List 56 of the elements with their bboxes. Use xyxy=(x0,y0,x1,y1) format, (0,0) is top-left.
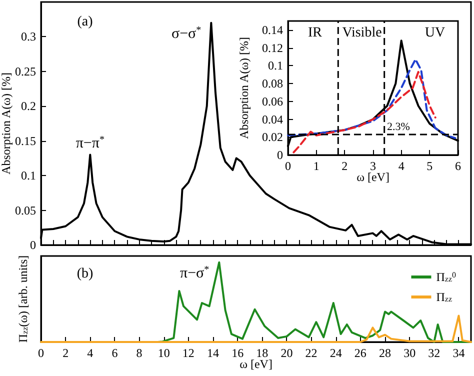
x-axis-title: ω [eV] xyxy=(356,170,390,184)
x-tick-label: 1 xyxy=(313,159,320,173)
legend-label: Πzz0 xyxy=(436,270,456,284)
x-tick-label: 30 xyxy=(404,346,416,360)
annotation: π−π$^{*}$ xyxy=(76,134,104,152)
x-tick-label: 2 xyxy=(62,346,69,360)
y-tick-label: 0 xyxy=(277,148,283,162)
y-tick-label: 0.12 xyxy=(262,40,283,55)
line-series xyxy=(292,70,436,154)
x-tick-label: 22 xyxy=(305,346,318,360)
x-tick-label: 2 xyxy=(342,159,348,173)
annotation: (a) xyxy=(77,14,94,30)
x-tick-label: 14 xyxy=(207,346,219,360)
x-tick-label: 3 xyxy=(370,159,376,173)
y-tick-label: 0.1 xyxy=(21,168,36,183)
annotation: UV xyxy=(424,26,446,40)
line-series xyxy=(287,58,456,140)
x-tick-label: 24 xyxy=(330,346,342,360)
y-tick-label: 0.06 xyxy=(262,94,283,108)
x-tick-label: 20 xyxy=(280,346,293,360)
y-tick-label: 0.14 xyxy=(262,22,283,37)
annotation: σ−σ$^{*}$ xyxy=(172,24,202,42)
y-tick-label: 0.2 xyxy=(21,99,36,114)
x-tick-label: 10 xyxy=(158,346,170,360)
annotation: π−σ$^{*}$ xyxy=(180,264,210,282)
legend-label: Πzz xyxy=(436,290,452,304)
y-axis-title: Absorption A(ω) [%] xyxy=(237,37,251,139)
annotation: Visible xyxy=(342,26,382,40)
annotation: (b) xyxy=(76,266,94,282)
x-tick-label: 8 xyxy=(136,346,142,360)
y-tick-label: 0.1 xyxy=(268,58,283,73)
x-tick-label: 5 xyxy=(426,159,433,173)
x-tick-label: 4 xyxy=(398,159,404,173)
x-tick-label: 6 xyxy=(455,159,461,173)
x-tick-label: 4 xyxy=(87,346,94,360)
y-tick-label: 0.25 xyxy=(15,64,36,78)
y-tick-label: 0.05 xyxy=(15,203,36,218)
y-axis-title: Πzz(ω) [arb. units] xyxy=(16,255,30,343)
x-axis-title: ω [eV] xyxy=(240,357,272,371)
y-axis-title: Absorption A(ω) [%] xyxy=(0,72,13,174)
ref-line-label: 2.3% xyxy=(387,120,410,133)
y-tick-label: 0.15 xyxy=(15,134,36,148)
y-tick-label: 0.04 xyxy=(262,112,283,126)
y-tick-label: 0 xyxy=(30,238,36,252)
x-tick-label: 34 xyxy=(452,346,465,360)
annotation: IR xyxy=(308,26,323,40)
x-tick-label: 32 xyxy=(428,346,440,360)
y-tick-label: 0.3 xyxy=(21,30,36,44)
y-tick-label: 0.02 xyxy=(262,130,283,144)
x-tick-label: 28 xyxy=(379,346,391,360)
y-tick-label: 0.08 xyxy=(262,76,283,91)
x-tick-label: 16 xyxy=(232,346,244,360)
x-tick-label: 26 xyxy=(354,346,366,360)
x-tick-label: 6 xyxy=(112,346,118,360)
x-tick-label: 12 xyxy=(182,346,194,360)
x-tick-label: 18 xyxy=(256,346,268,360)
